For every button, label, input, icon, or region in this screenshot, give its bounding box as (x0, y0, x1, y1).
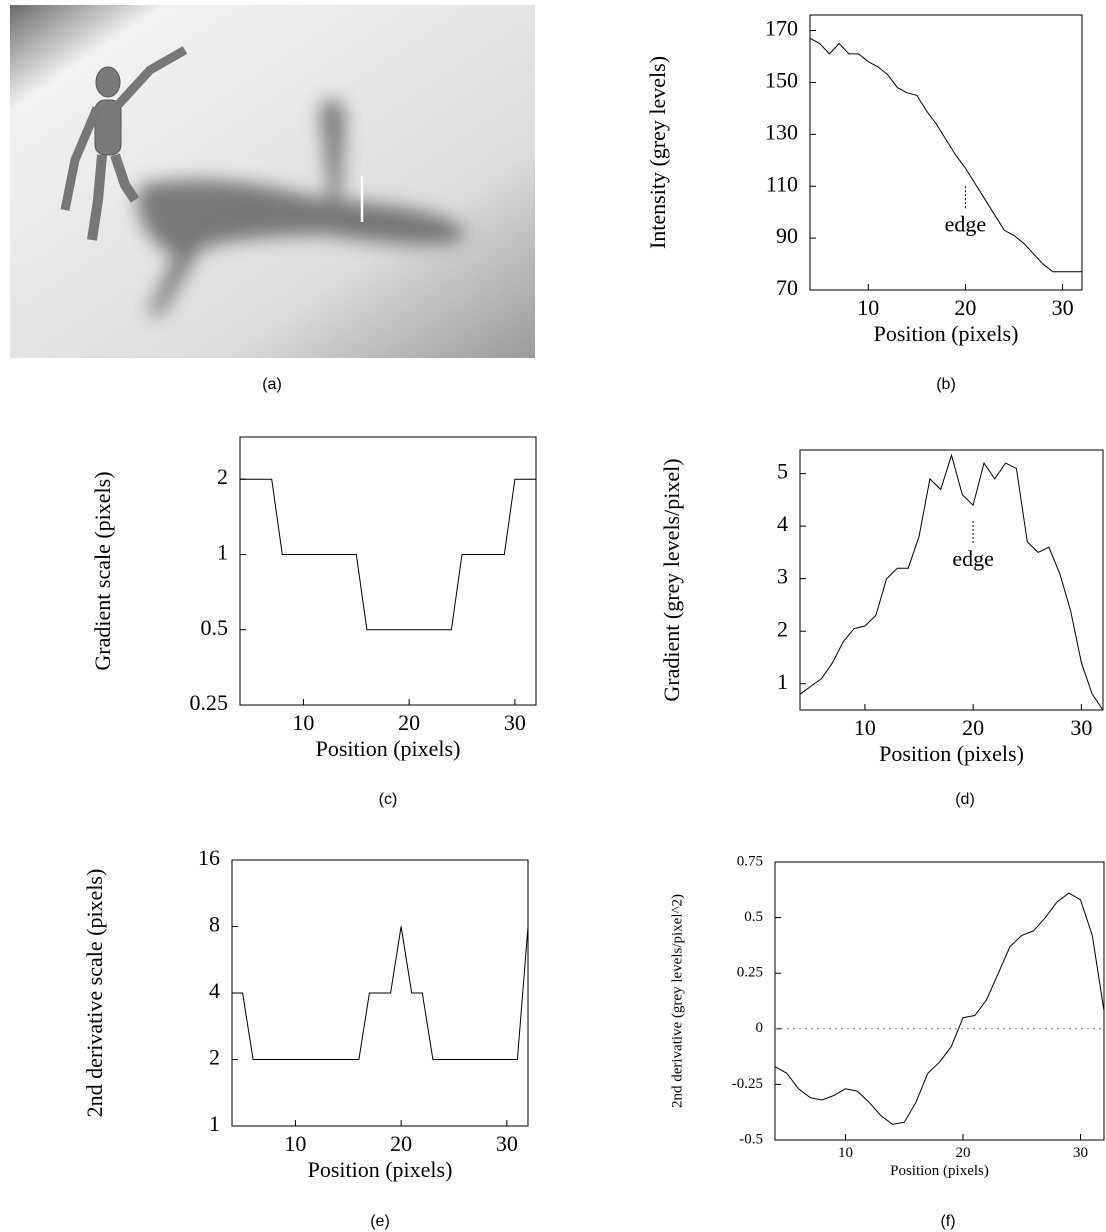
x-axis-label: Position (pixels) (316, 736, 461, 761)
data-line (774, 892, 1105, 1125)
annotation: edge (945, 211, 987, 236)
caption: (b) (936, 376, 956, 393)
y-tick-label: 4 (209, 978, 220, 1003)
x-axis-label: Position (pixels) (874, 321, 1019, 346)
caption: (c) (379, 791, 398, 808)
y-tick-label: 150 (765, 67, 798, 92)
y-tick-label: -0.5 (739, 1131, 763, 1147)
x-tick-label: 10 (292, 710, 314, 735)
caption: (d) (955, 791, 975, 808)
x-tick-label: 10 (857, 295, 879, 320)
x-tick-label: 20 (390, 1131, 412, 1156)
shadow (137, 99, 465, 317)
photo-background (10, 5, 535, 358)
y-tick-label: 70 (776, 275, 798, 300)
y-tick-label: 1 (777, 669, 788, 694)
data-line (799, 453, 1104, 711)
x-tick-label: 30 (1073, 1145, 1088, 1161)
plot-frame (239, 436, 537, 706)
y-tick-label: 2 (777, 616, 788, 641)
y-tick-label: 3 (777, 564, 788, 589)
x-tick-label: 20 (398, 710, 420, 735)
x-tick-label: 20 (954, 295, 976, 320)
y-tick-label: 0.5 (201, 615, 229, 640)
y-tick-label: 90 (776, 223, 798, 248)
y-axis-label: 2nd derivative scale (pixels) (82, 869, 107, 1118)
y-tick-label: 0.75 (737, 853, 763, 869)
y-tick-label: 110 (766, 171, 798, 196)
caption: (e) (370, 1213, 390, 1230)
x-tick-label: 30 (1052, 295, 1074, 320)
data-line (809, 37, 1082, 273)
y-axis-label: 2nd derivative (grey levels/pixel^2) (669, 894, 685, 1108)
chart: 10 20 30 70 90 110 130 150 170 Position (pixels) I… (645, 14, 1083, 393)
y-axis-label: Intensity (grey levels) (645, 56, 670, 249)
x-tick-label: 10 (854, 715, 876, 740)
y-tick-label: 130 (765, 119, 798, 144)
x-tick-label: 10 (838, 1145, 853, 1161)
annotation: edge (952, 546, 994, 571)
photo (10, 5, 535, 358)
y-tick-label: 16 (198, 845, 220, 870)
x-axis-label: Position (pixels) (308, 1157, 453, 1182)
chart: 10 20 30 1 2 4 8 16 Position (pixels) 2nd derivat… (82, 845, 529, 1230)
x-axis-label: Position (pixels) (879, 741, 1024, 766)
x-tick-label: 10 (284, 1131, 306, 1156)
y-tick-label: 8 (209, 912, 220, 937)
x-tick-label: 20 (962, 715, 984, 740)
plot-frame (809, 14, 1083, 291)
chart: 10 20 30 1 2 3 4 5 Position (pixels) Gradient (gr… (659, 449, 1104, 808)
x-axis-label: Position (pixels) (890, 1163, 989, 1179)
plot-frame (799, 449, 1104, 711)
y-axis-label: Gradient scale (pixels) (90, 471, 115, 670)
x-tick-label: 20 (956, 1145, 971, 1161)
chart: 10 20 30 0.25 0.5 1 2 Position (pixels) Gradient… (90, 436, 537, 808)
y-tick-label: 0.25 (737, 965, 763, 981)
data-line (232, 926, 529, 1060)
y-axis-label: Gradient (grey levels/pixel) (659, 458, 684, 701)
y-tick-label: 0.25 (190, 690, 229, 715)
y-tick-label: 0 (756, 1020, 764, 1036)
mannequin (60, 46, 188, 241)
y-tick-label: 4 (777, 511, 788, 536)
y-tick-label: 1 (217, 540, 228, 565)
y-tick-label: 5 (777, 459, 788, 484)
y-tick-label: 1 (209, 1111, 220, 1136)
plot-frame (774, 861, 1105, 1141)
y-tick-label: 2 (209, 1045, 220, 1070)
caption: (f) (940, 1213, 955, 1230)
chart: 10 20 30 -0.5 -0.25 0 0.25 0.5 0.75 Position (pix… (669, 853, 1105, 1230)
x-tick-label: 30 (504, 710, 526, 735)
x-tick-label: 30 (496, 1131, 518, 1156)
y-tick-label: 0.5 (744, 909, 763, 925)
caption: (a) (262, 376, 282, 393)
x-tick-label: 30 (1070, 715, 1092, 740)
data-line (240, 478, 536, 631)
y-tick-label: 170 (765, 16, 798, 41)
y-tick-label: -0.25 (732, 1076, 763, 1092)
y-tick-label: 2 (217, 464, 228, 489)
